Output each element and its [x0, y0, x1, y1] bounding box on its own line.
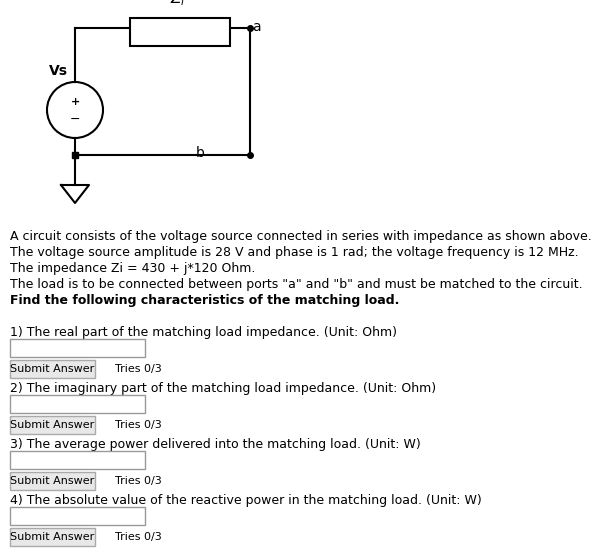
Text: Submit Answer: Submit Answer — [10, 420, 95, 430]
Text: +: + — [70, 97, 80, 107]
Text: Tries 0/3: Tries 0/3 — [115, 364, 162, 374]
Text: 4) The absolute value of the reactive power in the matching load. (Unit: W): 4) The absolute value of the reactive po… — [10, 494, 482, 507]
Bar — [10, 507, 145, 525]
Text: $Z_i$: $Z_i$ — [170, 0, 186, 8]
Text: Submit Answer: Submit Answer — [10, 364, 95, 374]
Text: The voltage source amplitude is 28 V and phase is 1 rad; the voltage frequency i: The voltage source amplitude is 28 V and… — [10, 246, 578, 259]
Bar — [10, 528, 95, 546]
Text: −: − — [70, 113, 80, 125]
Bar — [130, 18, 230, 46]
Text: 3) The average power delivered into the matching load. (Unit: W): 3) The average power delivered into the … — [10, 438, 421, 451]
Bar — [10, 472, 95, 490]
Text: The load is to be connected between ports "a" and "b" and must be matched to the: The load is to be connected between port… — [10, 278, 583, 291]
Text: A circuit consists of the voltage source connected in series with impedance as s: A circuit consists of the voltage source… — [10, 230, 592, 243]
Text: Vs: Vs — [49, 64, 68, 78]
Text: Submit Answer: Submit Answer — [10, 532, 95, 542]
Bar — [10, 395, 145, 413]
Text: The impedance Zi = 430 + j*120 Ohm.: The impedance Zi = 430 + j*120 Ohm. — [10, 262, 256, 275]
Text: Tries 0/3: Tries 0/3 — [115, 476, 162, 486]
Text: 2) The imaginary part of the matching load impedance. (Unit: Ohm): 2) The imaginary part of the matching lo… — [10, 382, 436, 395]
Text: Tries 0/3: Tries 0/3 — [115, 420, 162, 430]
Bar — [10, 416, 95, 434]
Text: b: b — [196, 146, 205, 160]
Text: Tries 0/3: Tries 0/3 — [115, 532, 162, 542]
Text: 1) The real part of the matching load impedance. (Unit: Ohm): 1) The real part of the matching load im… — [10, 326, 397, 339]
Text: Find the following characteristics of the matching load.: Find the following characteristics of th… — [10, 294, 400, 307]
Text: a: a — [252, 20, 260, 34]
Bar — [10, 451, 145, 469]
Bar — [10, 360, 95, 378]
Bar — [10, 339, 145, 357]
Text: Submit Answer: Submit Answer — [10, 476, 95, 486]
